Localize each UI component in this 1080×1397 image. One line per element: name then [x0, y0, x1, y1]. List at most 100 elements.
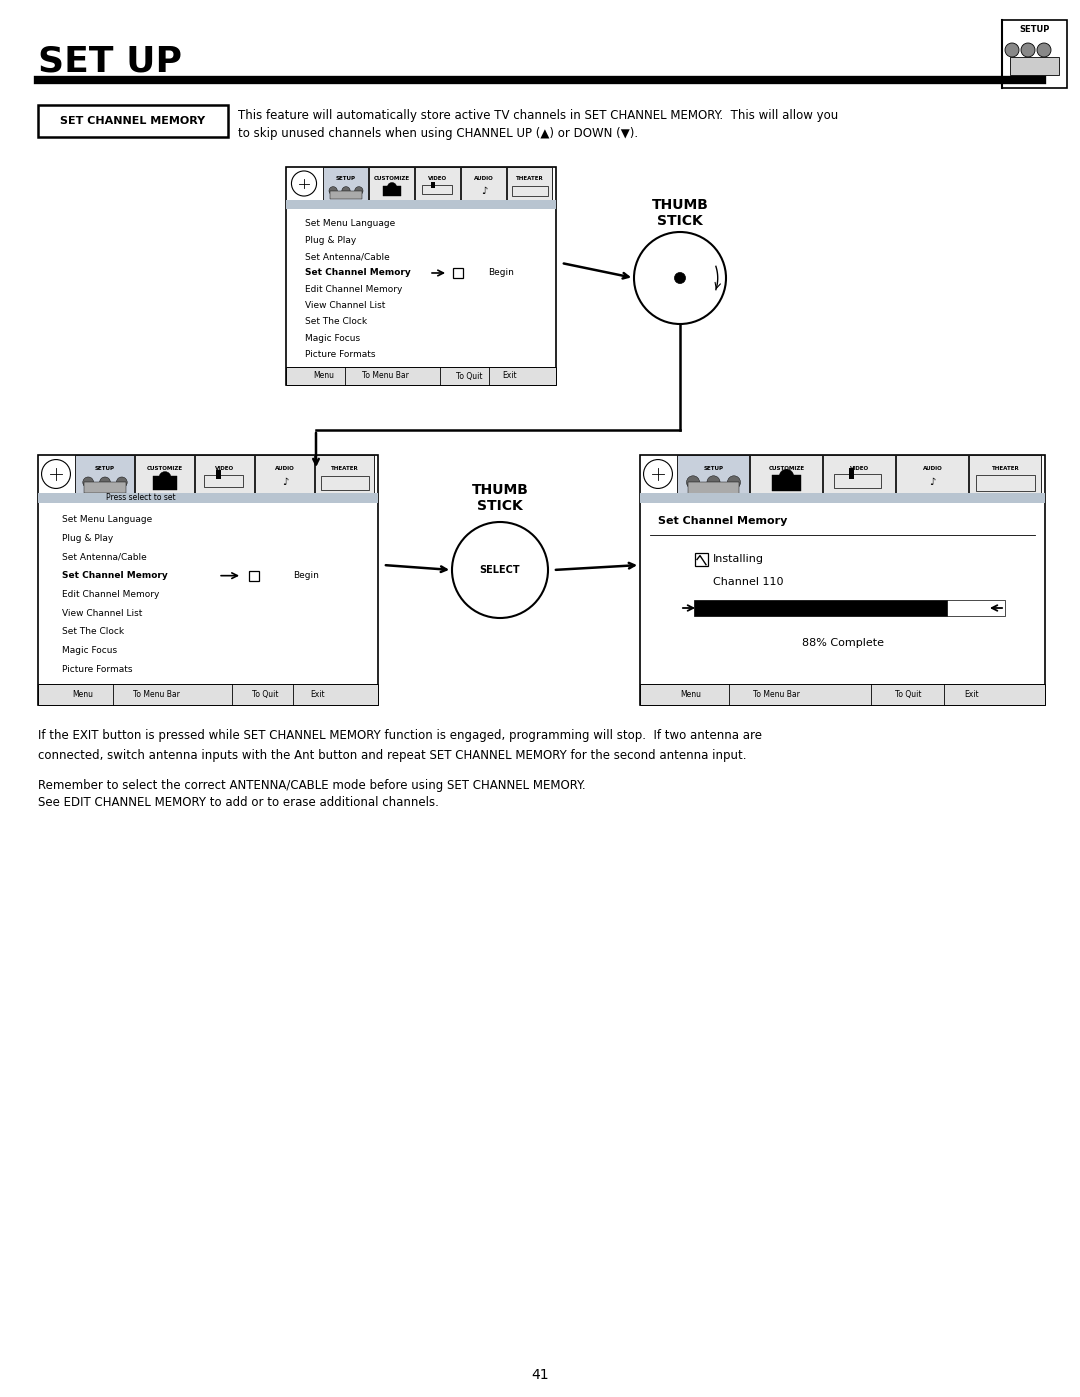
- Text: Plug & Play: Plug & Play: [62, 534, 113, 542]
- Bar: [255, 455, 314, 493]
- Text: Exit: Exit: [310, 690, 325, 698]
- Text: To Menu Bar: To Menu Bar: [754, 690, 800, 698]
- Circle shape: [634, 232, 726, 324]
- Circle shape: [453, 522, 548, 617]
- Bar: [315, 455, 374, 493]
- Text: Menu: Menu: [313, 372, 334, 380]
- Text: VIDEO: VIDEO: [429, 176, 447, 182]
- Text: CUSTOMIZE: CUSTOMIZE: [769, 465, 805, 471]
- Bar: [696, 553, 708, 566]
- Text: VIDEO: VIDEO: [850, 465, 869, 471]
- Circle shape: [1005, 43, 1020, 57]
- Bar: [321, 476, 369, 489]
- Bar: [38, 455, 378, 705]
- Circle shape: [329, 187, 337, 196]
- Text: Set Channel Memory: Set Channel Memory: [658, 515, 787, 527]
- Circle shape: [117, 476, 127, 488]
- Bar: [286, 367, 556, 386]
- Bar: [507, 168, 552, 200]
- Text: Set The Clock: Set The Clock: [305, 317, 367, 327]
- Bar: [688, 482, 739, 496]
- Text: Set Channel Memory: Set Channel Memory: [62, 571, 167, 580]
- Text: Set Antenna/Cable: Set Antenna/Cable: [305, 251, 390, 261]
- Bar: [976, 475, 1035, 492]
- Bar: [204, 475, 243, 488]
- Text: SETUP: SETUP: [703, 465, 724, 471]
- Text: SETUP: SETUP: [336, 176, 356, 182]
- Text: ♪: ♪: [930, 478, 935, 488]
- Bar: [969, 455, 1041, 493]
- Bar: [834, 474, 881, 488]
- Text: ♪: ♪: [481, 186, 487, 196]
- Circle shape: [687, 476, 700, 489]
- Bar: [1002, 20, 1067, 88]
- Text: Edit Channel Memory: Edit Channel Memory: [305, 285, 402, 293]
- Circle shape: [727, 476, 741, 489]
- Text: THUMB
STICK: THUMB STICK: [651, 198, 708, 228]
- Circle shape: [99, 476, 110, 488]
- Bar: [382, 186, 401, 197]
- Text: To Quit: To Quit: [253, 690, 279, 698]
- Text: To Quit: To Quit: [456, 372, 483, 380]
- Text: Set Channel Memory: Set Channel Memory: [305, 268, 410, 278]
- Circle shape: [675, 272, 686, 284]
- Bar: [640, 493, 1045, 503]
- Bar: [512, 186, 549, 197]
- Circle shape: [159, 472, 171, 483]
- Text: connected, switch antenna inputs with the Ant button and repeat SET CHANNEL MEMO: connected, switch antenna inputs with th…: [38, 749, 746, 761]
- Text: View Channel List: View Channel List: [62, 609, 143, 617]
- Circle shape: [779, 469, 794, 483]
- Bar: [640, 455, 1045, 705]
- Text: Set The Clock: Set The Clock: [62, 627, 124, 637]
- Text: To Menu Bar: To Menu Bar: [133, 690, 180, 698]
- Text: SET CHANNEL MEMORY: SET CHANNEL MEMORY: [60, 116, 205, 126]
- Bar: [772, 475, 801, 492]
- Text: 41: 41: [531, 1368, 549, 1382]
- Text: AUDIO: AUDIO: [275, 465, 295, 471]
- Bar: [135, 455, 194, 493]
- Text: Set Menu Language: Set Menu Language: [305, 219, 395, 229]
- Circle shape: [388, 183, 396, 191]
- Text: Begin: Begin: [293, 571, 319, 580]
- Bar: [75, 455, 134, 493]
- Text: SET UP: SET UP: [38, 45, 183, 80]
- Text: AUDIO: AUDIO: [922, 465, 943, 471]
- Text: See EDIT CHANNEL MEMORY to add or to erase additional channels.: See EDIT CHANNEL MEMORY to add or to era…: [38, 796, 438, 809]
- Bar: [195, 455, 254, 493]
- Text: SELECT: SELECT: [480, 564, 521, 576]
- Bar: [248, 570, 259, 581]
- Text: Remember to select the correct ANTENNA/CABLE mode before using SET CHANNEL MEMOR: Remember to select the correct ANTENNA/C…: [38, 778, 585, 792]
- Text: 88% Complete: 88% Complete: [801, 638, 883, 648]
- Text: Set Menu Language: Set Menu Language: [62, 515, 152, 524]
- Circle shape: [83, 476, 94, 488]
- Bar: [323, 168, 368, 200]
- Text: CUSTOMIZE: CUSTOMIZE: [374, 176, 410, 182]
- Text: ♪: ♪: [282, 478, 288, 488]
- Bar: [415, 168, 460, 200]
- Bar: [153, 476, 177, 489]
- Text: Exit: Exit: [502, 372, 516, 380]
- Text: Menu: Menu: [680, 690, 702, 698]
- Text: THUMB
STICK: THUMB STICK: [472, 483, 528, 513]
- Circle shape: [644, 460, 673, 489]
- Text: THEATER: THEATER: [991, 465, 1020, 471]
- Bar: [454, 268, 463, 278]
- Text: Magic Focus: Magic Focus: [62, 647, 117, 655]
- Circle shape: [342, 187, 350, 196]
- Text: To Menu Bar: To Menu Bar: [362, 372, 408, 380]
- Bar: [431, 182, 435, 189]
- Bar: [286, 168, 556, 386]
- Text: Magic Focus: Magic Focus: [305, 334, 360, 342]
- Text: Exit: Exit: [964, 690, 978, 698]
- Text: CUSTOMIZE: CUSTOMIZE: [147, 465, 184, 471]
- Bar: [461, 168, 507, 200]
- Text: If the EXIT button is pressed while SET CHANNEL MEMORY function is engaged, prog: If the EXIT button is pressed while SET …: [38, 728, 762, 742]
- Text: Picture Formats: Picture Formats: [305, 351, 376, 359]
- Text: Press select to set: Press select to set: [106, 493, 176, 503]
- Text: THEATER: THEATER: [332, 465, 359, 471]
- Text: Installing: Installing: [713, 555, 764, 564]
- Text: View Channel List: View Channel List: [305, 302, 386, 310]
- Bar: [286, 200, 556, 210]
- Text: To Quit: To Quit: [895, 690, 921, 698]
- Text: This feature will automatically store active TV channels in SET CHANNEL MEMORY. : This feature will automatically store ac…: [238, 109, 838, 122]
